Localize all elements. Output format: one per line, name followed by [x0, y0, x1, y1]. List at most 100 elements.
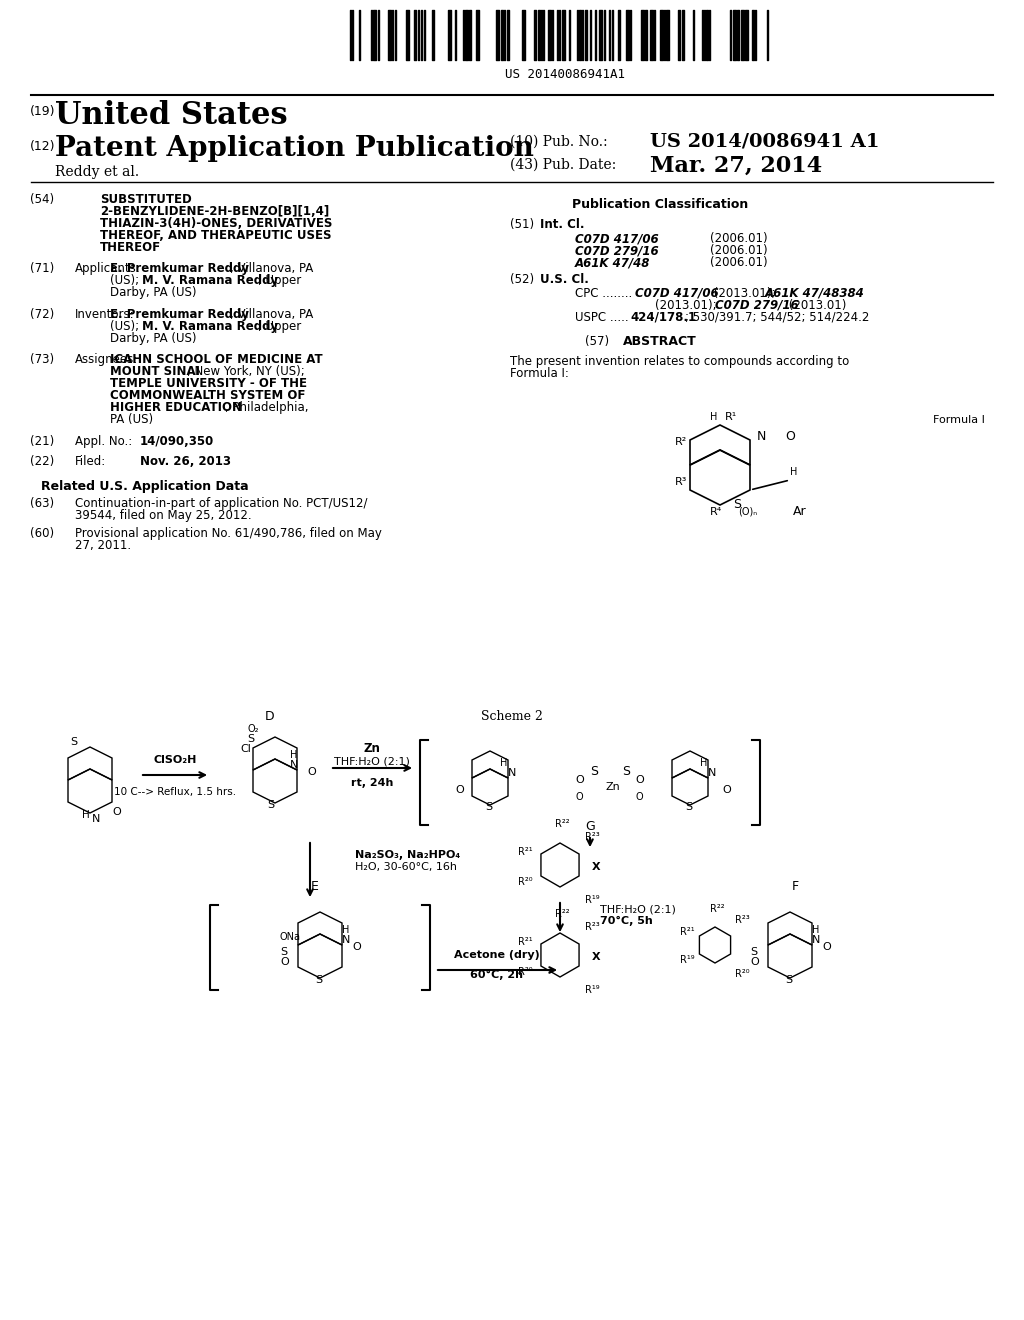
- Text: R¹: R¹: [725, 412, 737, 422]
- Text: R³: R³: [675, 477, 687, 487]
- Text: 2-BENZYLIDENE-2H-BENZO[B][1,4]: 2-BENZYLIDENE-2H-BENZO[B][1,4]: [100, 205, 330, 218]
- Text: E. Premkumar Reddy: E. Premkumar Reddy: [110, 308, 249, 321]
- Text: , Villanova, PA: , Villanova, PA: [230, 261, 313, 275]
- Text: R¹⁹: R¹⁹: [680, 954, 694, 965]
- Text: Acetone (dry): Acetone (dry): [454, 950, 540, 960]
- Text: (2006.01): (2006.01): [710, 244, 768, 257]
- Text: C07D 279/16: C07D 279/16: [575, 244, 658, 257]
- Text: R²³: R²³: [585, 921, 600, 932]
- Text: A61K 47/48384: A61K 47/48384: [765, 286, 864, 300]
- Text: 27, 2011.: 27, 2011.: [75, 539, 131, 552]
- Text: R²³: R²³: [585, 832, 600, 842]
- Text: Na₂SO₃, Na₂HPO₄: Na₂SO₃, Na₂HPO₄: [355, 850, 460, 861]
- Text: R²¹: R²¹: [518, 937, 532, 946]
- Text: Assignees:: Assignees:: [75, 352, 138, 366]
- Text: O: O: [575, 792, 583, 803]
- Text: (2013.01);: (2013.01);: [710, 286, 779, 300]
- Text: Ar: Ar: [793, 506, 807, 517]
- Text: ; 530/391.7; 544/52; 514/224.2: ; 530/391.7; 544/52; 514/224.2: [685, 312, 869, 323]
- Text: Cl: Cl: [240, 744, 251, 754]
- Text: HIGHER EDUCATION: HIGHER EDUCATION: [110, 401, 242, 414]
- Text: S: S: [280, 946, 287, 957]
- Text: Formula I:: Formula I:: [510, 367, 569, 380]
- Text: (52): (52): [510, 273, 535, 286]
- Text: Reddy et al.: Reddy et al.: [55, 165, 139, 180]
- Text: (21): (21): [30, 436, 54, 447]
- Text: O: O: [112, 807, 121, 817]
- Text: (72): (72): [30, 308, 54, 321]
- Text: United States: United States: [55, 100, 288, 131]
- Text: H: H: [812, 925, 819, 935]
- Text: M. V. Ramana Reddy: M. V. Ramana Reddy: [142, 319, 279, 333]
- Text: N: N: [812, 935, 820, 945]
- Text: (12): (12): [30, 140, 55, 153]
- Text: THF:H₂O (2:1): THF:H₂O (2:1): [334, 756, 410, 766]
- Text: , Villanova, PA: , Villanova, PA: [230, 308, 313, 321]
- Text: (10) Pub. No.:: (10) Pub. No.:: [510, 135, 607, 149]
- Text: N: N: [708, 768, 717, 777]
- Text: R²¹: R²¹: [518, 847, 532, 857]
- Text: THEREOF: THEREOF: [100, 242, 161, 253]
- Text: Darby, PA (US): Darby, PA (US): [110, 333, 197, 345]
- Text: ABSTRACT: ABSTRACT: [624, 335, 697, 348]
- Text: R²: R²: [675, 437, 687, 447]
- Text: H: H: [342, 925, 349, 935]
- Text: Patent Application Publication: Patent Application Publication: [55, 135, 534, 162]
- Text: H: H: [82, 810, 90, 820]
- Text: (2013.01): (2013.01): [785, 300, 847, 312]
- Text: 14/090,350: 14/090,350: [140, 436, 214, 447]
- Text: COMMONWEALTH SYSTEM OF: COMMONWEALTH SYSTEM OF: [110, 389, 305, 403]
- Text: Applicants:: Applicants:: [75, 261, 140, 275]
- Text: H: H: [710, 412, 718, 422]
- Text: H: H: [790, 467, 798, 477]
- Text: ONa: ONa: [280, 932, 301, 942]
- Text: S: S: [247, 734, 254, 744]
- Text: O: O: [352, 942, 360, 952]
- Text: E: E: [311, 880, 318, 894]
- Text: THEREOF, AND THERAPEUTIC USES: THEREOF, AND THERAPEUTIC USES: [100, 228, 332, 242]
- Text: N: N: [342, 935, 350, 945]
- Text: S: S: [315, 975, 323, 985]
- Text: H₂O, 30-60°C, 16h: H₂O, 30-60°C, 16h: [355, 862, 457, 873]
- Text: (O)ₙ: (O)ₙ: [738, 507, 757, 517]
- Text: O: O: [455, 785, 464, 795]
- Text: Appl. No.:: Appl. No.:: [75, 436, 132, 447]
- Text: (71): (71): [30, 261, 54, 275]
- Text: O: O: [822, 942, 830, 952]
- Text: S: S: [733, 498, 741, 511]
- Text: C07D 279/16: C07D 279/16: [715, 300, 799, 312]
- Text: (54): (54): [30, 193, 54, 206]
- Text: 39544, filed on May 25, 2012.: 39544, filed on May 25, 2012.: [75, 510, 252, 521]
- Text: X: X: [592, 862, 601, 873]
- Text: O: O: [750, 957, 759, 968]
- Text: R¹⁹: R¹⁹: [585, 895, 600, 906]
- Text: R²²: R²²: [710, 904, 725, 913]
- Text: (43) Pub. Date:: (43) Pub. Date:: [510, 158, 616, 172]
- Text: USPC .....: USPC .....: [575, 312, 633, 323]
- Text: Zn: Zn: [364, 742, 381, 755]
- Text: C07D 417/06: C07D 417/06: [635, 286, 719, 300]
- Text: S: S: [267, 800, 274, 810]
- Text: E. Premkumar Reddy: E. Premkumar Reddy: [110, 261, 249, 275]
- Text: (60): (60): [30, 527, 54, 540]
- Text: C07D 417/06: C07D 417/06: [575, 232, 658, 246]
- Text: R²²: R²²: [555, 818, 569, 829]
- Text: R²¹: R²¹: [680, 927, 694, 937]
- Text: (63): (63): [30, 498, 54, 510]
- Text: , Philadelphia,: , Philadelphia,: [225, 401, 308, 414]
- Text: S: S: [750, 946, 757, 957]
- Text: PA (US): PA (US): [110, 413, 154, 426]
- Text: R²²: R²²: [555, 909, 569, 919]
- Text: (US);: (US);: [110, 275, 143, 286]
- Text: R²⁰: R²⁰: [518, 968, 532, 977]
- Text: U.S. Cl.: U.S. Cl.: [540, 273, 589, 286]
- Text: O: O: [280, 957, 289, 968]
- Text: ClSO₂H: ClSO₂H: [154, 755, 197, 766]
- Text: R¹⁹: R¹⁹: [585, 985, 600, 995]
- Text: R²³: R²³: [735, 915, 750, 925]
- Text: Filed:: Filed:: [75, 455, 106, 469]
- Text: O: O: [307, 767, 315, 777]
- Text: Darby, PA (US): Darby, PA (US): [110, 286, 197, 300]
- Text: M. V. Ramana Reddy: M. V. Ramana Reddy: [142, 275, 279, 286]
- Text: MOUNT SINAI: MOUNT SINAI: [110, 366, 200, 378]
